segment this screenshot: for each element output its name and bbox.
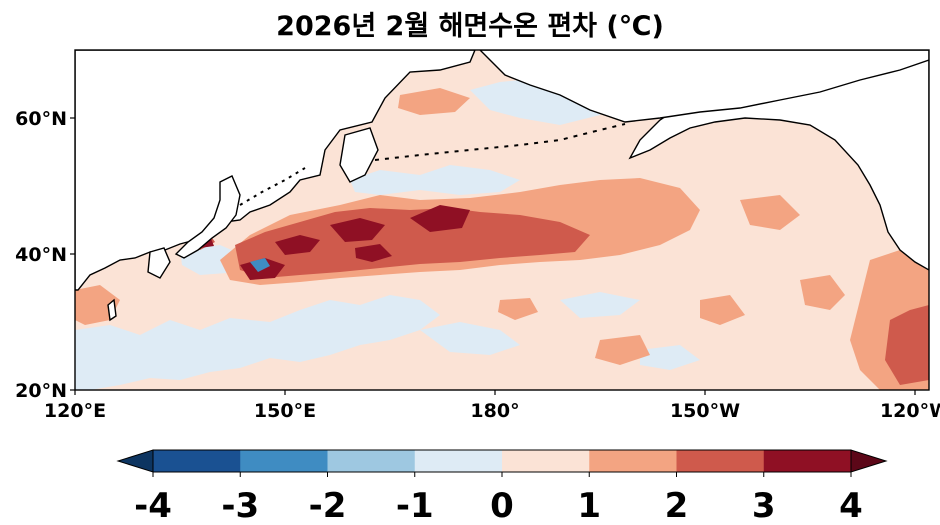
land (75, 50, 929, 322)
colorbar-segment (676, 450, 765, 472)
x-tick-label: 180° (470, 400, 519, 422)
y-tick-label: 40°N (15, 244, 67, 266)
colorbar-tick-label: -3 (221, 486, 259, 525)
x-tick-label: 120°E (44, 400, 106, 422)
map-frame (74, 49, 930, 391)
colorbar-segment (414, 450, 503, 472)
map-title: 2026년 2월 해면수온 편차 (℃) (276, 11, 664, 42)
colorbar-tick-label: 1 (577, 486, 601, 525)
x-axis-ticks: 120°E 150°E 180° 150°W 120°W (44, 390, 940, 422)
colorbar-segment (763, 450, 852, 472)
colorbar-segment (502, 450, 590, 472)
colorbar-segment (240, 450, 328, 472)
y-tick-label: 20°N (15, 380, 67, 402)
colorbar-segment (589, 450, 677, 472)
colorbar: -4 -3 -2 -1 0 1 2 3 4 (116, 449, 888, 525)
y-tick-label: 60°N (15, 108, 67, 130)
colorbar-tick-label: -2 (309, 486, 347, 525)
y-axis-ticks: 60°N 40°N 20°N (15, 108, 75, 402)
colorbar-tick-label: -1 (396, 486, 434, 525)
colorbar-tick-label: 4 (839, 486, 863, 525)
colorbar-tick-label: 0 (490, 486, 514, 525)
colorbar-under-arrow (116, 449, 154, 473)
colorbar-segment (153, 450, 241, 472)
colorbar-tick-label: 2 (665, 486, 689, 525)
colorbar-over-arrow (850, 449, 888, 473)
colorbar-tick-label: -4 (134, 486, 172, 525)
x-tick-label: 150°W (670, 400, 740, 422)
colorbar-segment (327, 450, 416, 472)
colorbar-tick-label: 3 (752, 486, 776, 525)
x-tick-label: 120°W (880, 400, 940, 422)
anomaly-field (75, 50, 929, 390)
cold-spot (250, 258, 270, 272)
x-tick-label: 150°E (254, 400, 316, 422)
